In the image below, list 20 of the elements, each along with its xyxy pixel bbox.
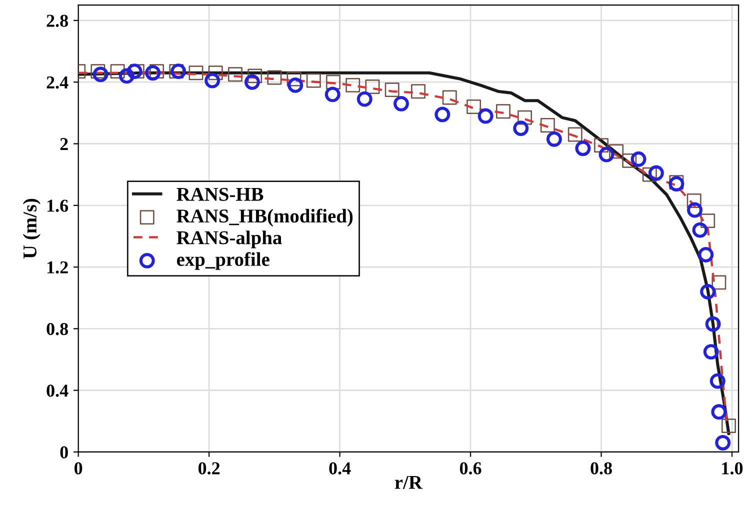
- x-tick-label: 0: [74, 462, 82, 474]
- x-tick-label: 0.4: [329, 462, 351, 474]
- x-tick-label: 0.2: [198, 462, 220, 474]
- y-tick-label: 2.4: [46, 76, 68, 89]
- x-tick-label: 0.8: [590, 462, 612, 474]
- y-tick-label: 1.2: [47, 261, 68, 274]
- x-axis-title: r/R: [394, 476, 423, 489]
- x-tick-label: 0.6: [460, 462, 482, 474]
- y-tick-label: 2.8: [46, 14, 68, 27]
- legend-label: RANS_HB(modified): [176, 208, 353, 227]
- legend-label: RANS-HB: [176, 188, 264, 201]
- legend-label: exp_profile: [176, 252, 270, 270]
- y-tick-label: 0: [60, 446, 68, 458]
- legend-label: RANS-alpha: [176, 230, 282, 248]
- y-tick-label: 1.6: [47, 200, 68, 212]
- y-tick-label: 2: [60, 138, 68, 150]
- y-tick-label: 0.8: [46, 322, 68, 336]
- y-tick-label: 0.4: [46, 384, 68, 397]
- y-axis-title: U (m/s): [22, 198, 40, 259]
- x-tick-label: 1.0: [722, 462, 743, 474]
